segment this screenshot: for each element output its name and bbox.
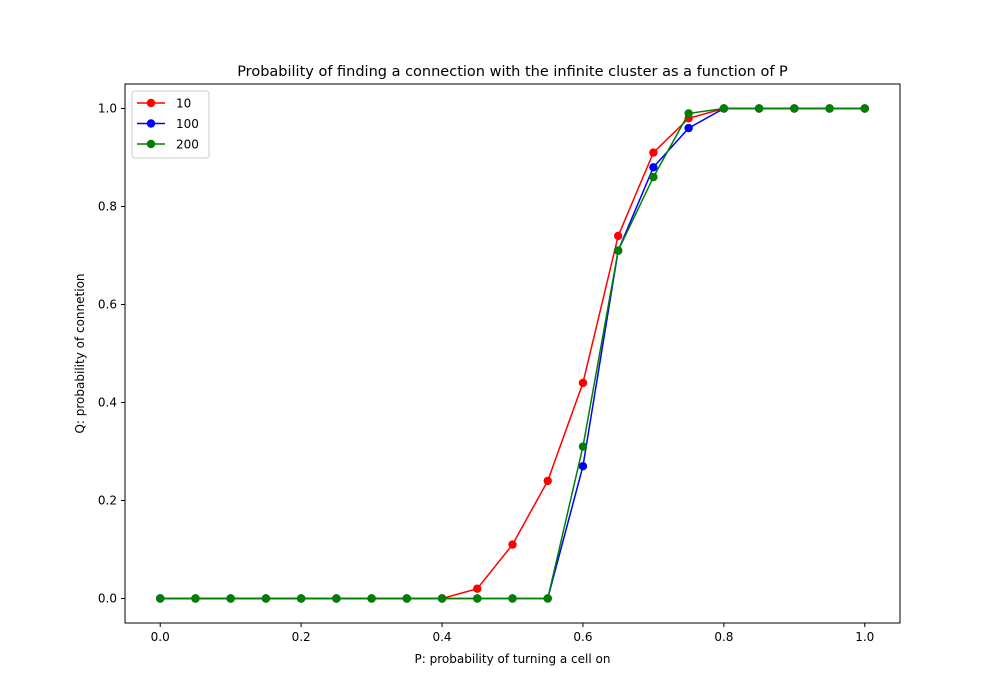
legend-marker: [146, 119, 156, 128]
data-point: [191, 594, 200, 603]
data-point: [790, 104, 799, 113]
data-point: [508, 594, 517, 603]
y-tick-label: 0.8: [98, 200, 117, 214]
data-point: [332, 594, 341, 603]
data-point: [754, 104, 764, 113]
data-point: [156, 594, 165, 603]
data-point: [296, 594, 306, 603]
legend: 10 100 200: [131, 90, 210, 159]
data-point: [402, 594, 412, 603]
data-point: [613, 231, 623, 241]
legend-label: 100: [176, 117, 199, 131]
data-point: [719, 104, 729, 113]
x-tick-label: 0.2: [292, 630, 311, 644]
data-point: [543, 476, 552, 486]
data-point: [649, 172, 658, 182]
data-point: [578, 462, 588, 471]
y-tick-label: 0.6: [98, 298, 117, 312]
x-axis-label: P: probability of turning a cell on: [415, 652, 611, 666]
data-point: [860, 104, 869, 113]
data-point: [473, 594, 482, 603]
y-tick-label: 1.0: [98, 102, 117, 116]
y-tick-label: 0.4: [98, 396, 117, 410]
y-axis: 0.0 0.2 0.4 0.6 0.8 1.0: [98, 102, 125, 606]
data-point: [578, 378, 588, 388]
data-point: [473, 584, 482, 593]
chart-title: Probability of finding a connection with…: [237, 64, 788, 80]
x-tick-label: 0.0: [151, 630, 170, 644]
x-tick-label: 0.6: [573, 630, 592, 644]
legend-marker: [146, 139, 156, 149]
x-tick-label: 0.8: [714, 630, 733, 644]
data-point: [684, 123, 693, 133]
legend-entry: 200: [137, 138, 199, 152]
x-tick-label: 0.4: [432, 630, 451, 644]
y-tick-label: 0.0: [98, 592, 117, 606]
data-point: [578, 442, 588, 451]
data-point: [613, 246, 623, 255]
data-point: [261, 594, 271, 603]
plot-frame: [124, 83, 901, 624]
data-point: [825, 104, 834, 113]
data-point: [226, 594, 235, 603]
legend-entry: 100: [137, 117, 199, 131]
data-point: [508, 540, 517, 549]
y-tick-label: 0.2: [98, 494, 117, 508]
plot-area: [156, 104, 869, 603]
data-point: [649, 163, 658, 172]
legend-marker: [146, 98, 156, 108]
y-axis-label: Q: probability of connetion: [73, 273, 87, 433]
legend-entry: 10: [137, 97, 191, 111]
data-point: [684, 109, 693, 118]
legend-label: 10: [176, 97, 191, 111]
series-200: [156, 104, 869, 603]
data-point: [367, 594, 376, 603]
x-axis: 0.0 0.2 0.4 0.6 0.8 1.0: [151, 623, 874, 644]
data-point: [543, 594, 552, 603]
x-tick-label: 1.0: [855, 630, 874, 644]
data-point: [437, 594, 447, 603]
data-point: [649, 148, 658, 157]
legend-label: 200: [176, 138, 199, 152]
